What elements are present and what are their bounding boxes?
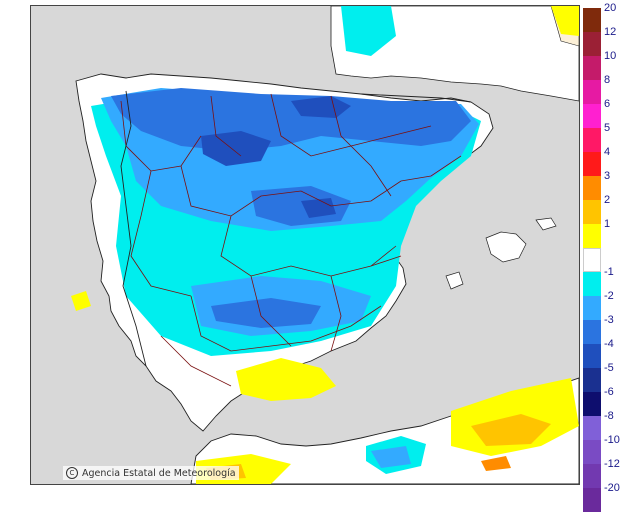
legend-label: 20 bbox=[604, 2, 617, 14]
legend-label: 2 bbox=[604, 194, 611, 206]
legend-swatch bbox=[583, 32, 601, 56]
anomaly-plus3-areas bbox=[481, 456, 511, 471]
legend-label: 4 bbox=[604, 146, 611, 158]
legend-entry-negative: -12 bbox=[583, 458, 630, 488]
legend-label: 12 bbox=[604, 26, 617, 38]
anomaly-minus3-areas bbox=[111, 88, 471, 328]
legend-label: -10 bbox=[604, 434, 620, 446]
legend-swatch bbox=[583, 104, 601, 128]
legend-swatch bbox=[583, 272, 601, 296]
credit-label: C Agencia Estatal de Meteorología bbox=[63, 466, 239, 480]
copyright-icon: C bbox=[66, 467, 78, 479]
legend-label: -1 bbox=[604, 266, 614, 278]
legend-label: 10 bbox=[604, 50, 617, 62]
spain-portugal-border bbox=[120, 90, 147, 367]
legend-entry-negative: -3 bbox=[583, 314, 630, 344]
spain-france-border bbox=[360, 93, 472, 103]
legend-swatch bbox=[583, 464, 601, 488]
legend-entry-positive: 2 bbox=[583, 194, 630, 224]
legend-label: -3 bbox=[604, 314, 614, 326]
mallorca-landmass bbox=[485, 231, 527, 263]
legend-entry-positive: 8 bbox=[583, 74, 630, 104]
legend-swatch bbox=[583, 56, 601, 80]
color-legend: 20 12 10 8 6 5 4 3 2 1 -1 -2 -3 -4 -5 -6 -8 -10 -12 -20 bbox=[583, 2, 630, 512]
legend-entry-negative: -2 bbox=[583, 290, 630, 320]
legend-swatch bbox=[583, 152, 601, 176]
legend-swatch bbox=[583, 416, 601, 440]
legend-entry-positive: 12 bbox=[583, 26, 630, 56]
anomaly-minus4-areas bbox=[201, 96, 351, 218]
legend-swatch bbox=[583, 176, 601, 200]
legend-entry-negative: -1 bbox=[583, 266, 630, 296]
map-canvas bbox=[31, 6, 579, 484]
legend-swatch bbox=[583, 80, 601, 104]
menorca-landmass bbox=[535, 217, 557, 231]
legend-label: -6 bbox=[604, 386, 614, 398]
legend-label: 8 bbox=[604, 74, 611, 86]
legend-swatch bbox=[583, 392, 601, 416]
legend-entry-negative: -4 bbox=[583, 338, 630, 368]
legend-entry-positive: 6 bbox=[583, 98, 630, 128]
legend-entry-positive: 1 bbox=[583, 218, 630, 248]
legend-label: -8 bbox=[604, 410, 614, 422]
legend-neutral-band bbox=[583, 248, 601, 272]
legend-swatch bbox=[583, 368, 601, 392]
legend-swatch bbox=[583, 440, 601, 464]
legend-label: 3 bbox=[604, 170, 611, 182]
legend-entry-negative: -6 bbox=[583, 386, 630, 416]
legend-entry-negative: -5 bbox=[583, 362, 630, 392]
legend-swatch bbox=[583, 200, 601, 224]
legend-label: 5 bbox=[604, 122, 611, 134]
legend-swatch bbox=[583, 320, 601, 344]
legend-swatch bbox=[583, 344, 601, 368]
legend-entry-positive: 5 bbox=[583, 122, 630, 152]
ibiza-landmass bbox=[445, 271, 464, 290]
legend-label: -12 bbox=[604, 458, 620, 470]
anomaly-map: C Agencia Estatal de Meteorología aemet bbox=[30, 5, 580, 485]
credit-text: Agencia Estatal de Meteorología bbox=[82, 467, 236, 479]
legend-label: -20 bbox=[604, 482, 620, 494]
legend-entry-positive: 10 bbox=[583, 50, 630, 80]
legend-label: -2 bbox=[604, 290, 614, 302]
legend-entry-positive: 4 bbox=[583, 146, 630, 176]
aemet-logo: aemet bbox=[531, 466, 572, 481]
legend-swatch bbox=[583, 296, 601, 320]
legend-label: 6 bbox=[604, 98, 611, 110]
legend-entry-negative: -20 bbox=[583, 482, 630, 512]
legend-entry-positive: 20 bbox=[583, 2, 630, 32]
legend-swatch bbox=[583, 8, 601, 32]
legend-entry-negative: -8 bbox=[583, 410, 630, 440]
legend-label: 1 bbox=[604, 218, 611, 230]
legend-entry-positive: 3 bbox=[583, 170, 630, 200]
legend-label: -5 bbox=[604, 362, 614, 374]
province-borders bbox=[120, 93, 462, 387]
legend-entry-negative: -10 bbox=[583, 434, 630, 464]
legend-swatch bbox=[583, 224, 601, 248]
legend-swatch bbox=[583, 128, 601, 152]
legend-label: -4 bbox=[604, 338, 614, 350]
legend-swatch bbox=[583, 488, 601, 512]
